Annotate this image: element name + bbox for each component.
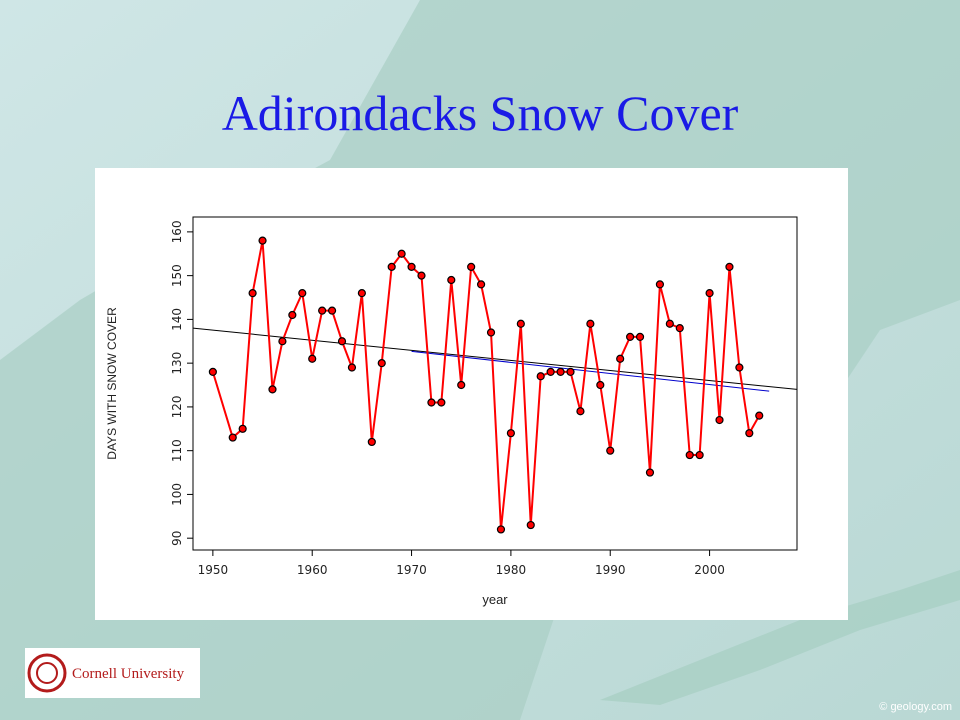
x-tick-label: 1950 — [198, 563, 229, 577]
point — [586, 319, 595, 328]
point — [755, 411, 764, 420]
logo-seal-inner — [36, 662, 58, 684]
map-island — [600, 570, 960, 705]
point — [705, 289, 714, 298]
point — [635, 332, 645, 341]
trend-line — [192, 327, 798, 390]
x-tick-label: 1980 — [496, 563, 527, 577]
y-axis-label: DAYS WITH SNOW COVER — [105, 307, 119, 460]
y-tick-label: 140 — [170, 308, 184, 331]
point — [616, 354, 625, 363]
point — [536, 372, 545, 381]
point — [596, 380, 605, 390]
point — [238, 424, 247, 433]
point — [308, 354, 317, 363]
plot-frame — [192, 216, 798, 551]
point — [437, 398, 446, 407]
x-axis-label: year — [482, 592, 508, 607]
point — [417, 271, 426, 280]
point — [347, 363, 357, 372]
point — [258, 236, 267, 245]
point — [327, 306, 337, 315]
watermark: © geology.com — [879, 701, 952, 713]
point — [516, 319, 525, 328]
point — [407, 262, 416, 271]
point — [377, 359, 386, 368]
point — [268, 385, 277, 394]
point — [367, 437, 376, 447]
point — [725, 262, 734, 271]
point — [457, 380, 466, 390]
y-tick-label: 100 — [170, 483, 184, 506]
point — [506, 429, 515, 438]
y-tick-label: 90 — [170, 531, 184, 546]
x-tick-label: 1960 — [297, 563, 328, 577]
logo-seal — [27, 653, 67, 693]
point — [566, 367, 575, 377]
y-tick-label: 160 — [170, 220, 184, 243]
point — [318, 306, 327, 315]
point — [675, 324, 684, 333]
point — [208, 367, 217, 377]
x-tick-label: 1990 — [595, 563, 626, 577]
point — [486, 328, 496, 337]
point — [576, 407, 585, 416]
point — [735, 363, 744, 372]
point — [606, 446, 615, 455]
point — [476, 280, 486, 289]
point — [447, 275, 456, 285]
point — [278, 337, 287, 346]
point — [387, 262, 396, 271]
point — [655, 280, 665, 289]
point — [397, 249, 406, 258]
point — [556, 367, 565, 377]
chart: 1950 1960 1970 1980 1990 2000 90 100 110 120 130 14… — [105, 220, 798, 607]
point — [685, 450, 694, 460]
point — [695, 450, 704, 460]
chart-panel — [95, 168, 848, 620]
point — [298, 289, 307, 298]
x-tick-label: 2000 — [694, 563, 725, 577]
trend-line — [411, 350, 770, 392]
point — [745, 429, 754, 438]
logo-text: Cornell University — [72, 666, 185, 682]
point — [626, 332, 635, 341]
y-tick-label: 150 — [170, 264, 184, 287]
y-tick-label: 120 — [170, 395, 184, 418]
point — [467, 262, 476, 271]
point — [427, 398, 436, 407]
point — [337, 337, 347, 346]
y-tick-label: 130 — [170, 352, 184, 375]
point — [546, 367, 555, 377]
x-tick-label: 1970 — [396, 563, 427, 577]
slide-title: Adirondacks Snow Cover — [222, 85, 739, 141]
point — [715, 415, 724, 425]
point — [496, 525, 506, 534]
point — [357, 289, 366, 298]
y-tick-label: 110 — [170, 439, 184, 462]
point — [665, 319, 674, 328]
point — [248, 289, 257, 298]
point — [288, 310, 297, 320]
point — [645, 468, 655, 477]
point — [526, 520, 535, 530]
point — [228, 433, 237, 442]
